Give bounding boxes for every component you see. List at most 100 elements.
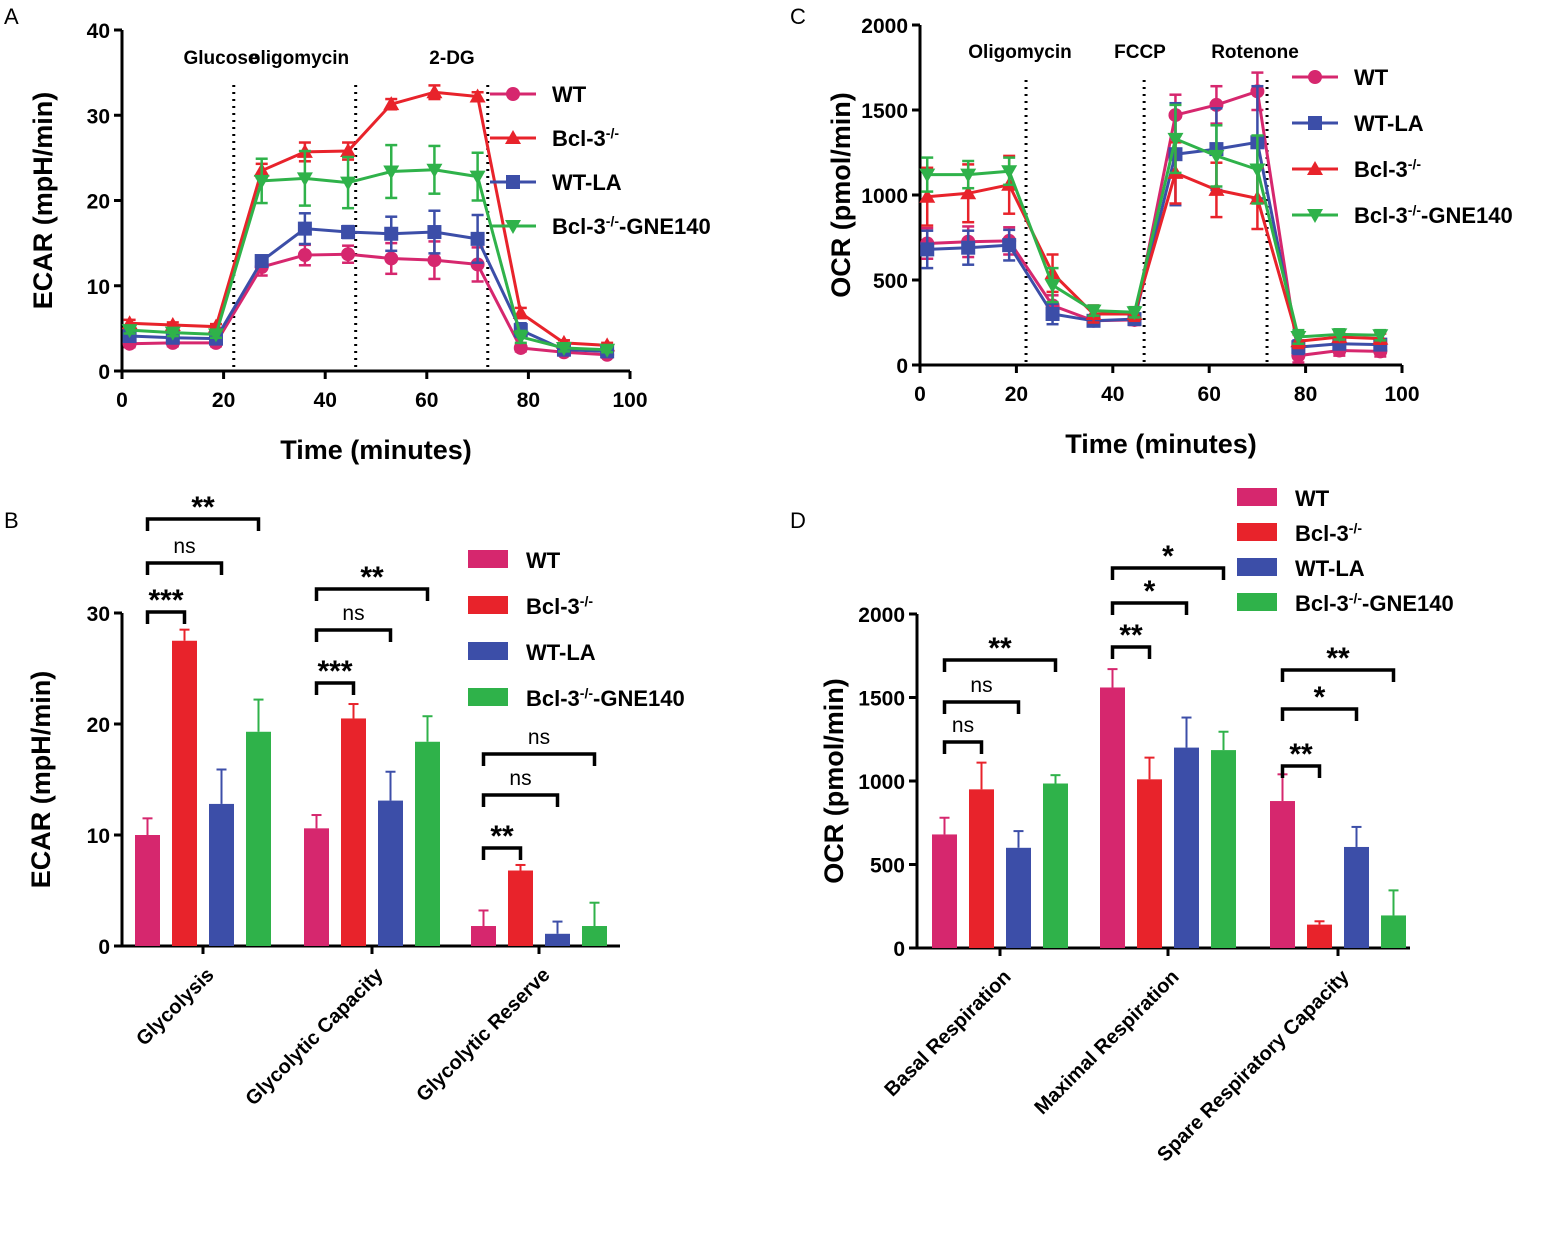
panel-b-legend-label: WT-LA (526, 640, 596, 665)
panel-label-d: D (790, 508, 806, 533)
panel-b-significance-label: *** (148, 584, 183, 617)
panel-c-data-point-bcl-3-gne140 (1208, 149, 1225, 164)
panel-a-legend-marker (505, 130, 521, 144)
panel-d-bar-bcl-3 (1137, 779, 1162, 948)
panel-d-significance-label: ** (1326, 642, 1350, 675)
panel-d-significance-label: ns (970, 674, 992, 697)
panel-b-significance-bracket (481, 793, 560, 807)
panel-b-bar-wt (304, 828, 329, 946)
panel-d-significance-bracket (942, 700, 1021, 714)
panel-a-data-point-bcl-3-gne140 (121, 324, 138, 339)
panel-b-y-tick-label: 10 (87, 825, 110, 848)
panel-a-legend-marker (506, 175, 520, 189)
panel-c-data-point-bcl-3 (1208, 181, 1225, 196)
panel-b-legend-swatch (468, 550, 508, 568)
panel-c-x-tick-label: 60 (1198, 383, 1221, 406)
panel-b-y-tick-label: 0 (98, 936, 110, 959)
panel-a-data-point-wt-la (384, 226, 399, 241)
panel-d-significance-bracket (942, 658, 1058, 672)
panel-a-x-tick-label: 40 (314, 389, 337, 412)
panel-d-significance-label: ** (1289, 738, 1313, 771)
panel-d-bar-bcl-3-gne140 (1381, 915, 1406, 948)
panel-c-data-point-bcl-3-gne140 (1249, 163, 1266, 178)
panel-a-data-point-wt (297, 248, 312, 263)
panel-d-legend-swatch (1237, 593, 1277, 611)
panel-d-significance-label: * (1162, 540, 1174, 573)
panel-a-data-point-bcl-3 (426, 84, 443, 99)
panel-b-significance-label: *** (317, 655, 352, 688)
panel-d-bar-bcl-3-gne140 (1043, 783, 1068, 948)
panel-d-bar-wt-la (1344, 846, 1369, 948)
panel-b-bar-bcl-3 (172, 640, 197, 946)
panel-d-bar-bcl-3-gne140 (1211, 750, 1236, 948)
panel-b-legend-label: Bcl-3-/- (526, 593, 593, 619)
panel-c-legend-marker (1308, 116, 1322, 130)
panel-c-series-line-wt (927, 89, 1381, 358)
panel-d-y-tick-label: 1000 (858, 771, 905, 794)
panel-b-significance-bracket (314, 681, 356, 695)
panel-d-significance-label: ns (952, 714, 974, 737)
panel-c-data-point-bcl-3 (960, 185, 977, 200)
panel-c-y-tick-label: 0 (896, 355, 908, 378)
panel-b-bar-wt (135, 835, 160, 946)
panel-c-x-axis-title: Time (minutes) (1065, 429, 1257, 459)
panel-a-x-tick-label: 60 (415, 389, 438, 412)
panel-a-data-point-wt-la (254, 254, 269, 269)
panel-c-data-point-bcl-3-gne140 (1126, 306, 1143, 321)
panel-a-legend-label: Bcl-3-/- (552, 125, 619, 151)
panel-a-data-point-bcl-3-gne140 (207, 328, 224, 343)
panel-c-legend-label: WT (1354, 65, 1389, 90)
panel-a-y-tick-label: 30 (87, 105, 110, 128)
panel-b-legend-label: WT (526, 548, 561, 573)
panel-d-y-axis-title: OCR (pmol/min) (819, 678, 849, 883)
panel-b-bar-wt (471, 926, 496, 946)
panel-d-legend-swatch (1237, 488, 1277, 506)
panel-d-significance-bracket (1280, 764, 1322, 778)
panel-d-category-label: Maximal Respiration (1030, 966, 1183, 1119)
panel-b-bar-bcl-3-gne140 (246, 731, 271, 946)
panel-c-injection-label: FCCP (1114, 42, 1166, 63)
panel-a-data-point-wt (470, 257, 485, 272)
panel-c-x-tick-label: 0 (914, 383, 926, 406)
panel-d-legend-label: WT-LA (1295, 556, 1365, 581)
panel-d-bar-bcl-3 (969, 789, 994, 948)
panel-c-data-point-wt-la (1002, 238, 1017, 253)
panel-b-significance-label: ns (173, 535, 195, 558)
panel-d-y-tick-label: 500 (870, 855, 905, 878)
panel-c-x-tick-label: 40 (1101, 383, 1124, 406)
panel-d-y-tick-label: 0 (893, 938, 905, 961)
panel-d-significance-bracket (1280, 707, 1359, 721)
panel-a-data-point-bcl-3-gne140 (512, 330, 529, 345)
panel-c-data-point-bcl-3-gne140 (1001, 165, 1018, 180)
panel-label-c: C (790, 4, 806, 29)
panel-c-legend-marker (1307, 209, 1323, 223)
panel-b-category-label: Glycolytic Reserve (412, 964, 554, 1106)
panel-c-data-point-bcl-3-gne140 (960, 168, 977, 183)
panel-a-legend-marker (505, 220, 521, 234)
panel-b-significance-label: ** (191, 491, 215, 524)
panel-c-x-tick-label: 100 (1384, 383, 1419, 406)
panel-a-data-point-bcl-3-gne140 (340, 176, 357, 191)
panel-d-significance-label: ** (988, 632, 1012, 665)
panel-c-y-axis-title: OCR (pmol/min) (826, 92, 856, 297)
panel-a-data-point-bcl-3 (383, 96, 400, 111)
panel-d-bar-wt-la (1174, 747, 1199, 948)
panel-d-legend-swatch (1237, 558, 1277, 576)
panel-d-significance-bracket (942, 740, 984, 754)
panel-a-data-point-wt (513, 340, 528, 355)
panel-d-significance-label: * (1314, 681, 1326, 714)
panel-b-significance-label: ns (528, 726, 550, 749)
panel-d-bar-wt (932, 834, 957, 948)
panel-a-data-point-wt (384, 251, 399, 266)
panel-c-y-tick-label: 2000 (861, 15, 908, 38)
panel-a-data-point-wt-la (341, 225, 356, 240)
panel-d-significance-bracket (1110, 645, 1152, 659)
panel-d-significance-label: ** (1119, 619, 1143, 652)
panel-c-data-point-wt-la (920, 242, 935, 257)
panel-d-category-label: Basal Respiration (881, 966, 1016, 1101)
panel-a-x-axis-title: Time (minutes) (280, 435, 472, 465)
panel-a-data-point-wt-la (470, 231, 485, 246)
panel-b-significance-bracket (314, 628, 393, 642)
panel-a-legend-label: WT-LA (552, 170, 622, 195)
panel-c-data-point-wt-la (961, 240, 976, 255)
